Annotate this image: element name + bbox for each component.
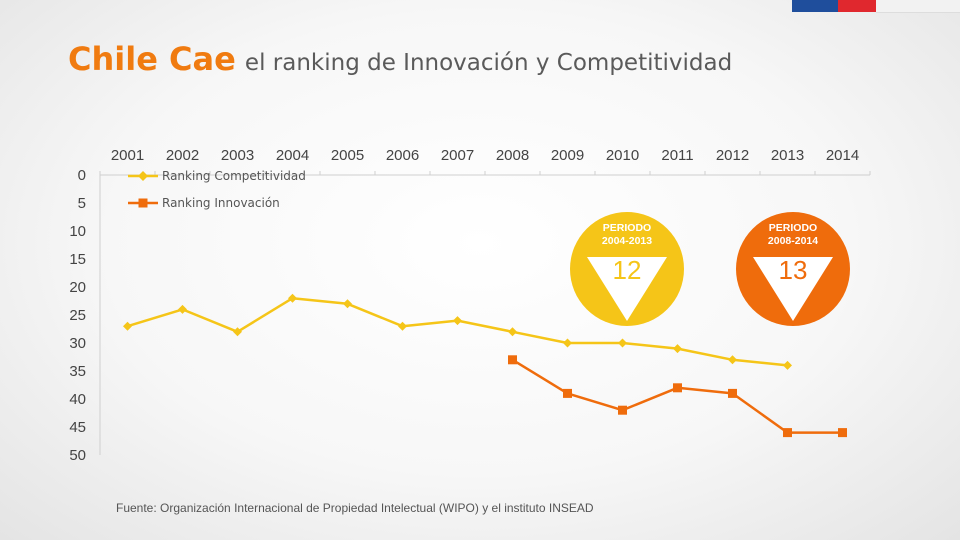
series-line [511, 358, 843, 434]
y-tick-label: 35 [69, 363, 86, 380]
data-point [453, 316, 462, 326]
x-tick-label: 2013 [771, 147, 804, 164]
data-point [398, 321, 407, 331]
flag-stripe-blue [792, 0, 838, 12]
y-tick-label: 10 [69, 223, 86, 240]
y-tick-label: 30 [69, 335, 86, 352]
x-tick-label: 2007 [441, 147, 474, 164]
data-point [288, 293, 297, 303]
badge-label-line2: 2004-2013 [602, 235, 652, 247]
data-point [343, 299, 352, 309]
data-point [618, 405, 627, 415]
x-tick-label: 2010 [606, 147, 639, 164]
legend-label: Ranking Innovación [162, 196, 280, 210]
y-tick-label: 15 [69, 251, 86, 268]
x-tick-label: 2012 [716, 147, 749, 164]
series-line [127, 296, 788, 367]
source-note: Fuente: Organización Internacional de Pr… [116, 501, 594, 515]
x-tick-label: 2006 [386, 147, 419, 164]
title-rest: el ranking de Innovación y Competitivida… [244, 50, 733, 76]
legend-label: Ranking Competitividad [162, 169, 306, 183]
data-point [673, 344, 682, 354]
y-tick-label: 45 [69, 419, 86, 436]
badge-value: 13 [779, 255, 808, 285]
y-tick-label: 40 [69, 391, 86, 408]
y-tick-label: 20 [69, 279, 86, 296]
data-point [673, 383, 682, 393]
badge-label-line1: PERIODO [769, 222, 817, 234]
y-tick-label: 5 [78, 195, 86, 212]
x-tick-label: 2011 [661, 147, 693, 164]
y-tick-label: 50 [69, 447, 86, 464]
data-point [563, 338, 572, 348]
down-arrow-icon [587, 257, 667, 321]
x-tick-label: 2014 [826, 147, 859, 164]
legend-marker [138, 198, 148, 208]
badge-label-line2: 2008-2014 [768, 235, 818, 247]
x-tick-label: 2008 [496, 147, 529, 164]
data-point [178, 304, 187, 314]
data-point [783, 360, 792, 370]
data-point [508, 355, 517, 365]
x-tick-label: 2003 [221, 147, 254, 164]
x-tick-label: 2004 [276, 147, 309, 164]
y-tick-label: 25 [69, 307, 86, 324]
data-point [728, 388, 737, 398]
data-point [838, 428, 847, 438]
data-point [233, 327, 242, 337]
data-point [508, 327, 517, 337]
page-title: Chile Cae el ranking de Innovación y Com… [68, 40, 732, 78]
x-tick-label: 2002 [166, 147, 199, 164]
x-tick-label: 2009 [551, 147, 584, 164]
data-point [123, 321, 132, 331]
plot-area: 2001 2002 2003 2004 2005 2006 2007 2008 2009 2010… [69, 147, 871, 464]
data-point [783, 428, 792, 438]
flag-stripe-red [838, 0, 876, 12]
flag-stripe-white [876, 0, 960, 13]
badge-label-line1: PERIODO [603, 222, 651, 234]
data-point [563, 388, 572, 398]
y-tick-label: 0 [78, 167, 86, 184]
x-tick-label: 2005 [331, 147, 364, 164]
legend-marker [138, 171, 148, 181]
badge-value: 12 [613, 255, 642, 285]
data-point [728, 355, 737, 365]
data-point [618, 338, 627, 348]
x-tick-label: 2001 [111, 147, 144, 164]
down-arrow-icon [753, 257, 833, 321]
title-strong: Chile Cae [68, 40, 236, 78]
